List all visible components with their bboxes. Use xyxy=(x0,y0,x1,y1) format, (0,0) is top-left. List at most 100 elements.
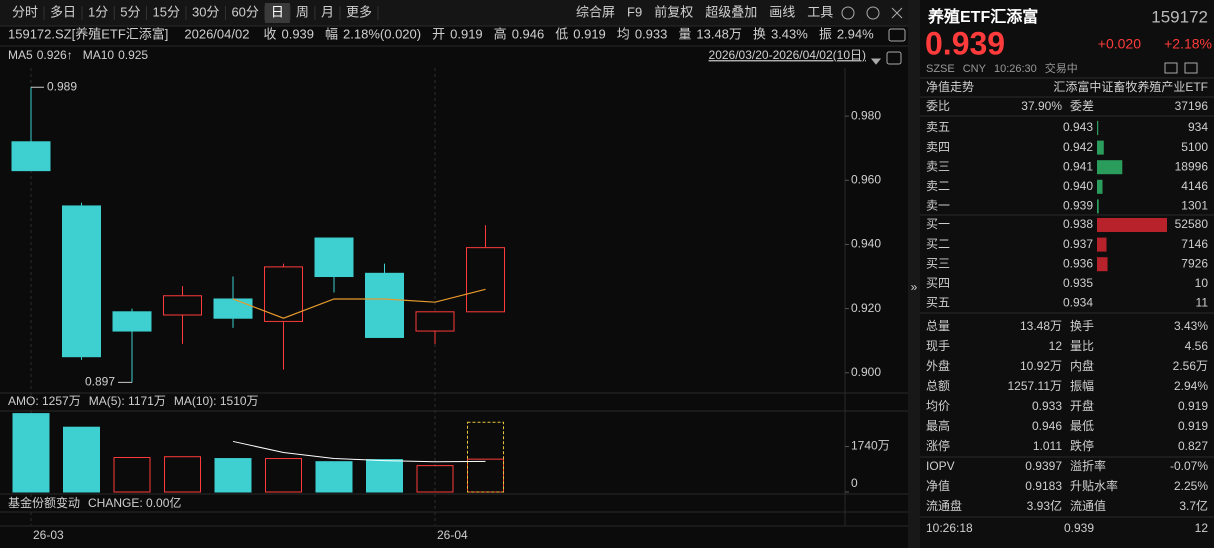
field-label: 换 xyxy=(753,26,766,41)
candle-body xyxy=(112,311,152,332)
tool-button[interactable]: 前复权 xyxy=(654,4,693,19)
book-volume: 7926 xyxy=(1181,256,1208,270)
book-label: 买二 xyxy=(926,237,950,251)
collapse-strip[interactable] xyxy=(908,0,920,548)
period-tab[interactable]: 日 xyxy=(271,4,284,19)
period-tab[interactable]: 周 xyxy=(296,4,309,19)
candle-body xyxy=(365,272,404,338)
book-volume: 18996 xyxy=(1175,159,1209,173)
book-volume: 10 xyxy=(1195,276,1209,290)
value: 37.90% xyxy=(1021,99,1062,113)
book-volume: 7146 xyxy=(1181,237,1208,251)
stat-value: 3.93亿 xyxy=(1027,498,1062,513)
legend-value: 0.925 xyxy=(118,48,148,62)
symbol: 159172.SZ[养殖ETF汇添富] xyxy=(8,26,168,41)
stat-value: 1257.11万 xyxy=(1008,379,1063,393)
book-bar xyxy=(1097,257,1108,272)
period-tab[interactable]: 15分 xyxy=(153,4,180,19)
stat-label: 总量 xyxy=(926,319,950,333)
fund-share-change: CHANGE: 0.00亿 xyxy=(88,495,181,510)
stat-label: 升贴水率 xyxy=(1070,478,1118,493)
y-tick-label: 0.940 xyxy=(851,237,881,251)
candle-body xyxy=(163,295,202,316)
period-tab[interactable]: 60分 xyxy=(231,4,258,19)
tool-button[interactable]: 画线 xyxy=(769,4,795,19)
volume-legend: MA(5): 1171万 xyxy=(89,394,166,408)
volume-bar xyxy=(214,458,252,493)
book-price: 0.943 xyxy=(1063,120,1093,134)
stat-value: 0.919 xyxy=(1178,419,1208,433)
book-bar xyxy=(1097,218,1167,232)
stat-label: 最低 xyxy=(1070,419,1094,433)
quote-change: +0.020 xyxy=(1098,36,1141,52)
tool-button[interactable]: 超级叠加 xyxy=(705,4,757,19)
x-tick-label: 26-04 xyxy=(437,528,468,542)
collapse-icon[interactable]: » xyxy=(911,280,918,294)
volume-title: AMO: 1257万 xyxy=(8,394,81,408)
separators xyxy=(0,25,1214,527)
stat-value: -0.07% xyxy=(1170,459,1208,473)
period-tab[interactable]: 分时 xyxy=(12,4,38,19)
date-range[interactable]: 2026/03/20-2026/04/02(10日) xyxy=(709,48,866,62)
y-tick-label: 0.920 xyxy=(851,301,881,315)
y-tick-label: 0.980 xyxy=(851,108,881,122)
book-label: 买三 xyxy=(926,256,950,270)
period-tab[interactable]: 1分 xyxy=(88,4,108,19)
stat-label: 流通值 xyxy=(1070,498,1106,513)
book-bar xyxy=(1097,121,1099,135)
quote-price: 0.939 xyxy=(925,25,1005,61)
book-label: 卖三 xyxy=(926,159,950,173)
stat-value: 4.56 xyxy=(1185,339,1209,353)
period-tab[interactable]: 5分 xyxy=(120,4,140,19)
x-tick-label: 26-03 xyxy=(33,528,64,542)
book-label: 买五 xyxy=(926,296,950,310)
nav-link[interactable]: 净值走势 xyxy=(926,79,974,94)
quote-name: 养殖ETF汇添富 xyxy=(927,7,1038,26)
book-volume: 4146 xyxy=(1181,179,1208,193)
tool-button[interactable]: 工具 xyxy=(807,4,833,19)
stat-value: 3.7亿 xyxy=(1179,498,1208,513)
field-label: 幅 xyxy=(325,26,338,41)
field-label: 振 xyxy=(819,26,832,41)
book-label: 卖五 xyxy=(926,120,950,134)
y-tick-label: 1740万 xyxy=(851,439,890,453)
trade-price: 0.939 xyxy=(1064,521,1094,535)
stat-label: 外盘 xyxy=(926,358,950,373)
field-value: 0.919 xyxy=(450,26,483,41)
candle-body xyxy=(11,141,51,172)
value: 37196 xyxy=(1175,99,1209,113)
field-value: 0.946 xyxy=(512,26,545,41)
volume-bar xyxy=(315,461,353,493)
candle-body xyxy=(62,205,101,358)
stat-value: 12 xyxy=(1049,339,1063,353)
book-volume: 52580 xyxy=(1175,217,1209,231)
exchange: SZSE xyxy=(926,63,955,75)
book-bar xyxy=(1097,179,1103,194)
tool-button[interactable]: 综合屏 xyxy=(576,4,615,19)
period-tab[interactable]: 更多 xyxy=(346,4,372,19)
period-tab[interactable]: 多日 xyxy=(50,4,76,19)
stat-value: 0.919 xyxy=(1178,399,1208,413)
candle-body xyxy=(415,311,455,332)
volume-bar xyxy=(416,465,454,493)
period-tab[interactable]: 月 xyxy=(321,4,334,19)
legend-name: MA5 xyxy=(8,48,33,62)
tool-button[interactable]: F9 xyxy=(627,4,642,19)
volume-bar xyxy=(12,413,50,493)
volume-bar xyxy=(366,459,403,493)
book-price: 0.934 xyxy=(1063,296,1093,310)
book-label: 卖二 xyxy=(926,179,950,193)
y-tick-label: 0.900 xyxy=(851,365,881,379)
toolbar-icons[interactable] xyxy=(841,6,1198,74)
stat-value: 13.48万 xyxy=(1020,319,1062,333)
volume-bar xyxy=(467,458,504,493)
stat-label: 内盘 xyxy=(1070,358,1094,373)
stat-label: 量比 xyxy=(1070,339,1094,353)
book-label: 卖四 xyxy=(926,140,950,154)
field-value: 3.43% xyxy=(771,26,808,41)
volume-bar xyxy=(265,458,302,493)
label: 委比 xyxy=(926,99,950,113)
currency: CNY xyxy=(963,63,987,75)
book-volume: 5100 xyxy=(1181,140,1208,154)
period-tab[interactable]: 30分 xyxy=(192,4,219,19)
